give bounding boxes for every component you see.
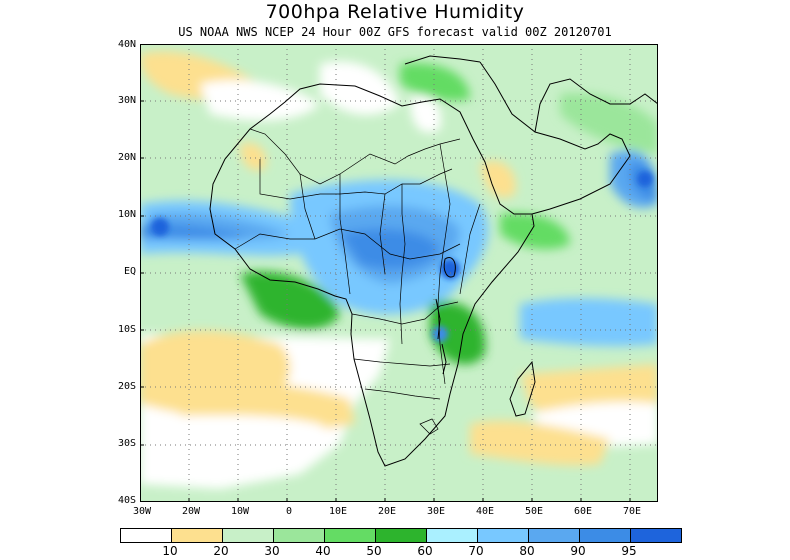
lat-label-eq: EQ: [123, 266, 136, 277]
colorbar-box-2: [222, 528, 274, 543]
lon-label-10e: 10E: [328, 506, 348, 517]
humidity-map: [140, 44, 658, 502]
colorbar-box-6: [426, 528, 478, 543]
colorbar-box-8: [528, 528, 580, 543]
colorbar-label-80: 80: [519, 544, 535, 558]
humidity-field: [140, 44, 658, 502]
lon-label-20e: 20E: [377, 506, 397, 517]
lon-label-20w: 20W: [181, 506, 201, 517]
colorbar-label-30: 30: [264, 544, 280, 558]
colorbar-box-10: [630, 528, 682, 543]
country-borders: [234, 128, 481, 435]
lon-label-30e: 30E: [426, 506, 446, 517]
colorbar-label-20: 20: [213, 544, 229, 558]
lat-label-40n: 40N: [117, 39, 136, 50]
great-lakes: [435, 257, 456, 375]
colorbar-label-90: 90: [570, 544, 586, 558]
lat-label-30s: 30S: [117, 438, 136, 449]
colorbar-label-95: 95: [621, 544, 637, 558]
lon-label-60e: 60E: [573, 506, 593, 517]
lon-label-10w: 10W: [230, 506, 250, 517]
colorbar-label-10: 10: [162, 544, 178, 558]
lat-label-40s: 40S: [117, 495, 136, 506]
colorbar-box-5: [375, 528, 427, 543]
lat-label-10s: 10S: [117, 324, 136, 335]
map-subtitle: US NOAA NWS NCEP 24 Hour 00Z GFS forecas…: [178, 25, 612, 39]
colorbar-box-1: [171, 528, 223, 543]
lon-label-0: 0: [285, 506, 293, 517]
colorbar-label-60: 60: [417, 544, 433, 558]
lat-label-20s: 20S: [117, 381, 136, 392]
colorbar-label-70: 70: [468, 544, 484, 558]
colorbar-box-7: [477, 528, 529, 543]
map-title: 700hpa Relative Humidity: [265, 1, 525, 23]
africa-coastline: [209, 55, 658, 467]
colorbar-box-3: [273, 528, 325, 543]
colorbar-label-50: 50: [366, 544, 382, 558]
colorbar: [120, 528, 682, 544]
colorbar-box-9: [579, 528, 631, 543]
lon-label-70e: 70E: [622, 506, 642, 517]
map-ticks: [140, 100, 631, 502]
lon-label-40e: 40E: [475, 506, 495, 517]
lat-label-20n: 20N: [117, 152, 136, 163]
colorbar-box-4: [324, 528, 376, 543]
colorbar-box-0: [120, 528, 172, 543]
lat-label-30n: 30N: [117, 95, 136, 106]
colorbar-boxes: [120, 528, 682, 543]
colorbar-label-40: 40: [315, 544, 331, 558]
lon-label-50e: 50E: [524, 506, 544, 517]
lon-label-30w: 30W: [132, 506, 152, 517]
lat-label-10n: 10N: [117, 209, 136, 220]
